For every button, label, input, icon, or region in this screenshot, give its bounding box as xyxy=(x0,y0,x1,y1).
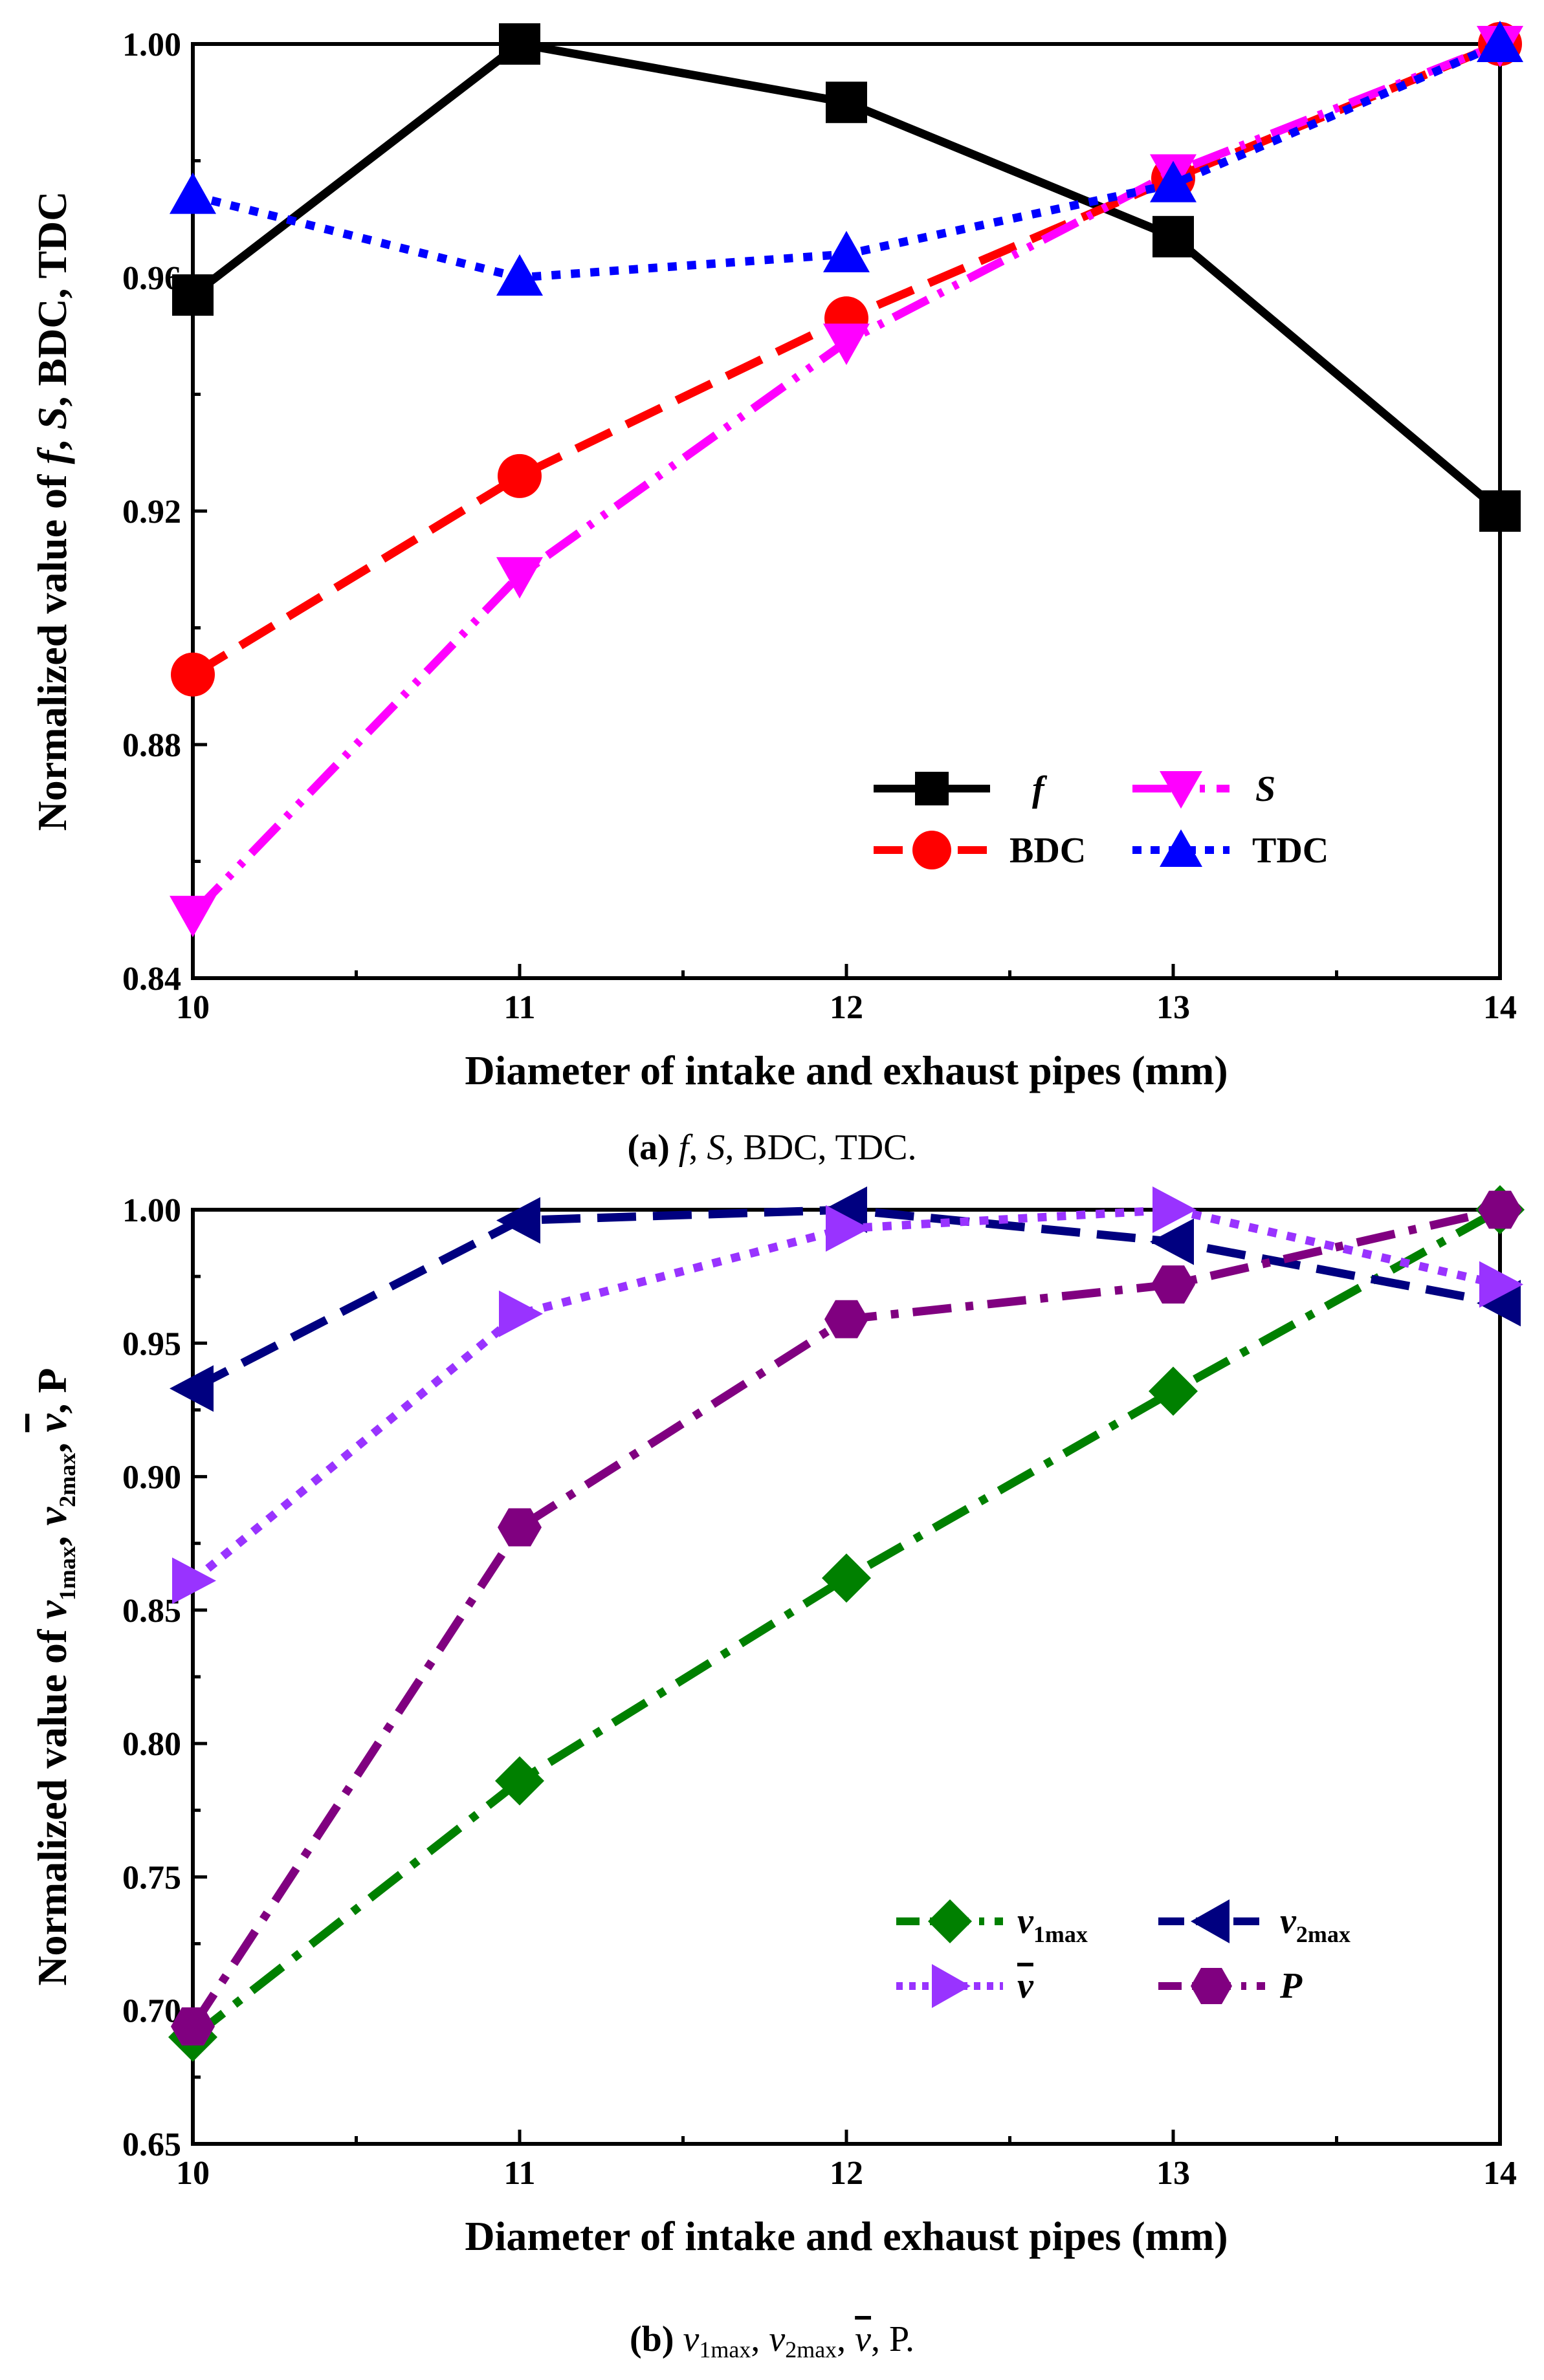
data-point-marker xyxy=(170,172,216,214)
data-point-marker xyxy=(1152,215,1194,257)
series-2 xyxy=(172,1186,1523,1604)
series-3 xyxy=(170,21,1523,296)
panel-b: 10 11 12 13 14 0.65 0.70 0.75 0.80 0.85 0.90 0.95 1.… xyxy=(29,1185,1525,2363)
x-tick-label: 12 xyxy=(830,989,863,1026)
legend-item-v1max: v1max xyxy=(896,1899,1088,1947)
triangle-right-marker-icon xyxy=(932,1964,971,2008)
panel-a: 10 11 12 13 14 0.84 0.88 0.92 0.96 1.00 Normalize… xyxy=(29,21,1523,1168)
panel-a-legend: f S BDC TDC xyxy=(874,769,1329,871)
data-point-marker xyxy=(824,1300,868,1338)
data-point-marker xyxy=(171,652,215,697)
legend-label-S: S xyxy=(1255,769,1275,809)
legend-item-P: P xyxy=(1158,1966,1303,2006)
x-tick-label: 14 xyxy=(1483,989,1517,1026)
data-point-marker xyxy=(1152,1186,1197,1233)
data-point-marker xyxy=(1149,1366,1198,1416)
series-2 xyxy=(170,26,1523,937)
y-tick-label: 0.80 xyxy=(122,1726,181,1763)
y-tick-label: 0.75 xyxy=(122,1859,181,1896)
panel-b-legend: v1max v2max v P xyxy=(896,1899,1351,2008)
legend-label-TDC: TDC xyxy=(1252,831,1329,871)
circle-marker-icon xyxy=(912,831,951,869)
data-point-marker xyxy=(496,557,543,599)
data-point-marker xyxy=(172,274,214,316)
legend-label-v1max: v1max xyxy=(1017,1901,1088,1947)
legend-item-S: S xyxy=(1132,769,1275,809)
legend-item-TDC: TDC xyxy=(1132,829,1329,871)
data-point-marker xyxy=(496,254,543,296)
data-point-marker xyxy=(1478,1190,1522,1229)
panel-b-caption: (b) v1max, v2max, v, P. xyxy=(630,2319,914,2363)
legend-label-v2max: v2max xyxy=(1280,1901,1351,1947)
y-tick-label: 0.85 xyxy=(122,1593,181,1630)
triangle-down-marker-icon xyxy=(1160,771,1202,809)
x-tick-label: 13 xyxy=(1156,989,1190,1026)
y-tick-label: 0.90 xyxy=(122,1459,181,1496)
data-point-marker xyxy=(826,1205,870,1252)
legend-label-vbar: v xyxy=(1017,1966,1034,2006)
data-point-marker xyxy=(822,1553,871,1603)
data-point-marker xyxy=(170,895,216,937)
legend-label-f: f xyxy=(1032,769,1048,809)
data-point-marker xyxy=(495,1756,544,1806)
y-tick-label: 0.96 xyxy=(122,260,181,297)
data-point-marker xyxy=(1150,160,1197,202)
x-tick-label: 14 xyxy=(1483,2155,1517,2192)
y-tick-label: 0.92 xyxy=(122,494,181,530)
data-point-marker xyxy=(499,1290,543,1337)
data-point-marker xyxy=(1479,490,1521,532)
data-point-marker xyxy=(498,1508,542,1547)
panel-a-y-axis-title: Normalized value of f, S, BDC, TDC xyxy=(29,191,75,831)
x-tick-label: 11 xyxy=(503,2155,535,2192)
x-tick-label: 10 xyxy=(176,989,210,1026)
x-tick-label: 13 xyxy=(1156,2155,1190,2192)
series-3 xyxy=(171,1190,1522,2046)
diamond-marker-icon xyxy=(928,1899,972,1943)
data-point-marker xyxy=(823,323,870,366)
data-point-marker xyxy=(1479,1261,1523,1308)
x-tick-label: 12 xyxy=(830,2155,863,2192)
y-tick-label: 1.00 xyxy=(122,27,181,63)
series-line xyxy=(190,39,1502,917)
data-point-marker xyxy=(496,1197,540,1244)
legend-item-vbar: v xyxy=(896,1964,1034,2008)
panel-a-x-axis-title: Diameter of intake and exhaust pipes (mm… xyxy=(465,1047,1228,1093)
data-point-marker xyxy=(498,453,542,498)
data-point-marker xyxy=(1151,1265,1195,1304)
data-point-marker xyxy=(1150,1218,1194,1265)
data-point-marker xyxy=(1477,21,1523,62)
data-point-marker xyxy=(499,23,540,65)
series-line xyxy=(190,1206,1503,2041)
data-point-marker xyxy=(170,1365,214,1412)
y-tick-label: 1.00 xyxy=(122,1192,181,1229)
legend-label-P: P xyxy=(1279,1966,1303,2006)
panel-b-x-axis-title: Diameter of intake and exhaust pipes (mm… xyxy=(465,2213,1228,2259)
hexagon-marker-icon xyxy=(1191,1968,1232,2004)
data-point-marker xyxy=(826,82,867,124)
y-tick-label: 0.84 xyxy=(122,961,181,998)
legend-label-BDC: BDC xyxy=(1009,831,1086,871)
x-tick-label: 10 xyxy=(176,2155,210,2192)
legend-item-f: f xyxy=(874,769,1048,809)
panel-b-plot-frame xyxy=(191,1208,1502,2146)
y-tick-label: 0.88 xyxy=(122,727,181,764)
series-0 xyxy=(172,23,1521,532)
square-marker-icon xyxy=(915,772,949,805)
data-point-marker xyxy=(171,2007,215,2046)
x-tick-label: 11 xyxy=(503,989,535,1026)
data-point-marker xyxy=(172,1557,216,1604)
y-tick-label: 0.65 xyxy=(122,2126,181,2163)
series-line xyxy=(190,1205,1501,1584)
y-tick-label: 0.70 xyxy=(122,1993,181,2030)
panel-a-caption: (a) f, S, BDC, TDC. xyxy=(628,1128,917,1168)
y-tick-label: 0.95 xyxy=(122,1326,181,1362)
triangle-up-marker-icon xyxy=(1160,829,1202,867)
panel-b-y-axis-title: Normalized value of v1max, v2max, v, P xyxy=(29,1368,80,1985)
legend-item-v2max: v2max xyxy=(1158,1899,1351,1947)
legend-item-BDC: BDC xyxy=(874,831,1086,871)
data-point-marker xyxy=(823,230,870,272)
triangle-left-marker-icon xyxy=(1191,1899,1230,1943)
